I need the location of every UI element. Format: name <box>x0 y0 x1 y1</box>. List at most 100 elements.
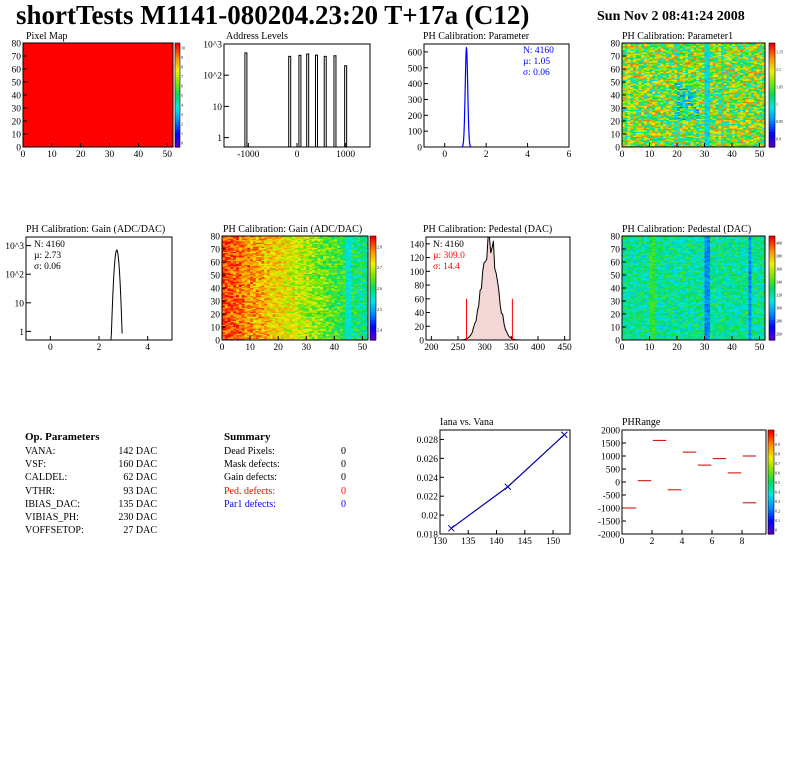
heatmap-cell <box>306 325 310 328</box>
heatmap-cell <box>630 54 634 57</box>
palette-cell <box>175 123 180 127</box>
heatmap-cell <box>671 74 675 76</box>
heatmap-cell <box>748 52 752 54</box>
heatmap-cell <box>649 98 653 101</box>
heatmap-cell <box>677 50 681 53</box>
heatmap-cell <box>729 52 733 54</box>
heatmap-cell <box>710 137 714 140</box>
heatmap-cell <box>682 135 686 137</box>
phcal-param1-title: PH Calibration: Parameter1 <box>622 31 734 42</box>
heatmap-cell <box>704 48 708 50</box>
heatmap-cell <box>266 325 271 328</box>
heatmap-cell <box>701 46 705 49</box>
heatmap-cell <box>627 93 631 96</box>
heatmap-cell <box>244 336 248 338</box>
heatmap-cell <box>646 89 650 92</box>
heatmap-cell <box>255 337 259 339</box>
heatmap-cell <box>718 48 722 50</box>
heatmap-cell <box>641 45 645 48</box>
heatmap-cell <box>751 135 755 137</box>
heatmap-cell <box>699 134 703 136</box>
heatmap-cell <box>663 85 667 88</box>
heatmap-cell <box>624 78 628 80</box>
heatmap-cell <box>660 89 664 92</box>
heatmap-cell <box>718 139 722 141</box>
palette-cell <box>769 43 775 47</box>
heatmap-cell <box>657 85 661 88</box>
heatmap-cell <box>264 333 268 336</box>
heatmap-cell <box>649 69 653 71</box>
heatmap-cell <box>666 83 670 85</box>
heatmap-cell <box>674 98 678 101</box>
heatmap-cell <box>624 43 628 45</box>
heatmap-cell <box>732 87 736 89</box>
heatmap-cell <box>732 122 736 124</box>
heatmap-cell <box>641 114 645 117</box>
heatmap-cell <box>710 65 714 67</box>
heatmap-cell <box>657 71 661 74</box>
heatmap-cell <box>696 108 700 110</box>
heatmap-cell <box>710 144 714 146</box>
heatmap-cell <box>737 87 741 89</box>
heatmap-cell <box>663 136 667 139</box>
heatmap-cell <box>236 334 240 337</box>
heatmap-cell <box>762 84 766 87</box>
heatmap-cell <box>726 72 730 75</box>
heatmap-cell <box>635 117 639 119</box>
heatmap-cell <box>311 336 315 338</box>
heatmap-cell <box>306 336 310 338</box>
heatmap-cell <box>751 97 755 100</box>
heatmap-cell <box>655 93 659 96</box>
heatmap-cell <box>685 117 689 119</box>
heatmap-cell <box>704 123 708 126</box>
heatmap-cell <box>644 52 648 54</box>
heatmap-cell <box>718 52 722 54</box>
heatmap-cell <box>624 46 628 49</box>
heatmap-cell <box>712 44 716 46</box>
heatmap-cell <box>740 72 744 75</box>
heatmap-cell <box>707 101 711 104</box>
heatmap-cell <box>255 325 259 328</box>
heatmap-cell <box>633 61 637 63</box>
heatmap-cell <box>644 143 648 145</box>
heatmap-cell <box>682 119 686 122</box>
heatmap-cell <box>743 124 747 127</box>
heatmap-cell <box>677 93 681 96</box>
palette-cell <box>175 141 180 145</box>
heatmap-cell <box>696 91 700 93</box>
heatmap-cell <box>688 57 692 59</box>
heatmap-cell <box>671 108 675 110</box>
heatmap-cell <box>704 85 708 88</box>
heatmap-cell <box>317 332 321 334</box>
heatmap-cell <box>734 102 738 105</box>
heatmap-cell <box>696 69 700 71</box>
heatmap-cell <box>754 117 758 119</box>
heatmap-cell <box>309 332 313 334</box>
heatmap-cell <box>754 50 758 53</box>
heatmap-cell <box>275 328 279 330</box>
heatmap-cell <box>641 58 645 61</box>
heatmap-cell <box>726 84 730 87</box>
heatmap-cell <box>710 117 714 119</box>
heatmap-cell <box>712 96 716 98</box>
heatmap-cell <box>718 78 722 80</box>
heatmap-cell <box>685 101 689 104</box>
heatmap-cell <box>677 104 681 106</box>
heatmap-cell <box>732 62 736 65</box>
heatmap-cell <box>278 333 282 336</box>
heatmap-cell <box>751 58 755 61</box>
heatmap-cell <box>663 127 667 130</box>
heatmap-cell <box>759 54 763 57</box>
heatmap-cell <box>690 78 694 80</box>
heatmap-cell <box>729 76 733 79</box>
heatmap-cell <box>644 63 648 66</box>
heatmap-cell <box>718 69 722 71</box>
heatmap-cell <box>646 88 650 91</box>
heatmap-cell <box>674 118 678 120</box>
heatmap-cell <box>666 62 670 65</box>
heatmap-cell <box>627 139 631 141</box>
heatmap-cell <box>721 54 725 57</box>
heatmap-cell <box>668 69 672 71</box>
heatmap-cell <box>685 89 689 92</box>
heatmap-cell <box>652 128 656 131</box>
